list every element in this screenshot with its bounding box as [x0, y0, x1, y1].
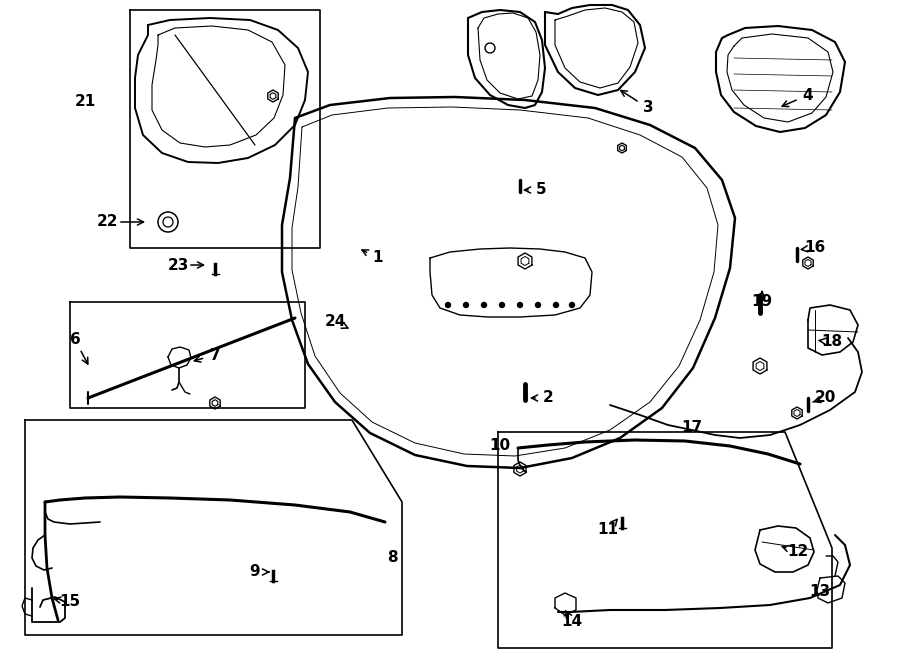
Text: 18: 18 — [822, 334, 842, 350]
Text: 10: 10 — [490, 438, 510, 453]
Text: 13: 13 — [809, 584, 831, 600]
Circle shape — [500, 303, 505, 307]
Circle shape — [446, 303, 451, 307]
Circle shape — [570, 303, 574, 307]
Text: 24: 24 — [324, 315, 346, 329]
Circle shape — [536, 303, 541, 307]
Text: 16: 16 — [805, 241, 825, 256]
Text: 21: 21 — [75, 95, 95, 110]
Circle shape — [518, 303, 523, 307]
Text: 19: 19 — [752, 295, 772, 309]
Circle shape — [482, 303, 487, 307]
Circle shape — [464, 303, 469, 307]
Text: 9: 9 — [249, 564, 260, 580]
Text: 3: 3 — [643, 100, 653, 116]
Text: 23: 23 — [167, 258, 189, 272]
Text: 22: 22 — [97, 215, 119, 229]
Text: 5: 5 — [536, 182, 546, 198]
Text: 12: 12 — [788, 545, 808, 559]
Text: 4: 4 — [803, 87, 814, 102]
Text: 7: 7 — [210, 348, 220, 362]
Text: 11: 11 — [598, 522, 618, 537]
Circle shape — [554, 303, 559, 307]
Text: 2: 2 — [543, 391, 553, 405]
Text: 17: 17 — [681, 420, 703, 436]
Text: 6: 6 — [69, 332, 80, 348]
Text: 1: 1 — [373, 251, 383, 266]
Text: 15: 15 — [59, 594, 81, 609]
Text: 20: 20 — [814, 391, 836, 405]
Text: 8: 8 — [387, 551, 397, 566]
Text: 14: 14 — [562, 615, 582, 629]
